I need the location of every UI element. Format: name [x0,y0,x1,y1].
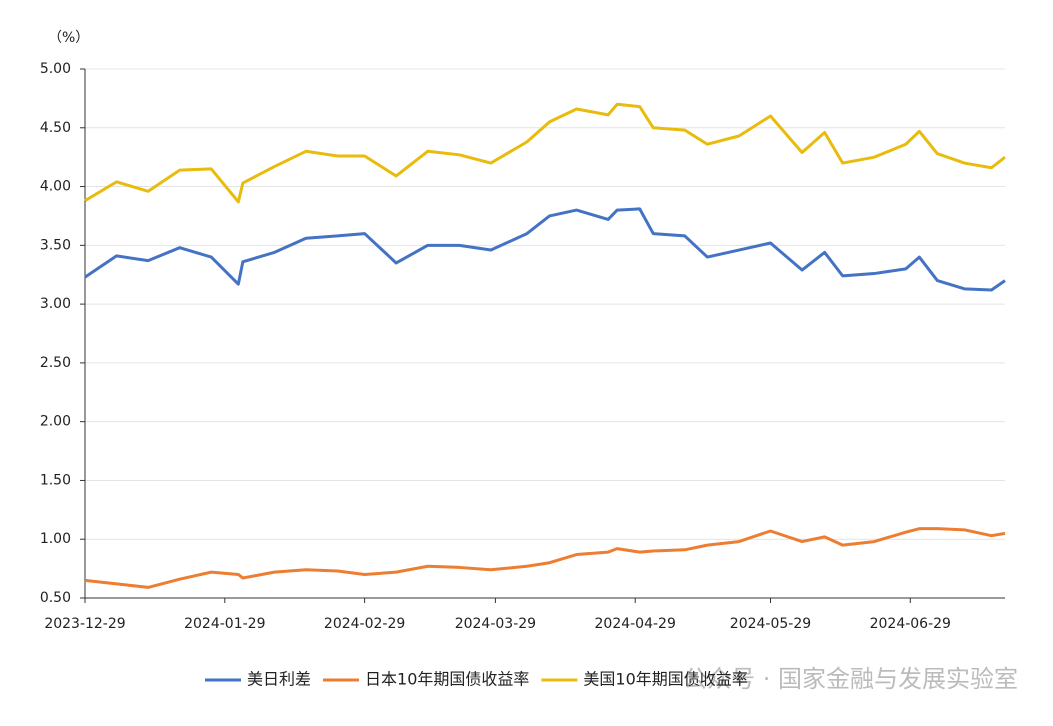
x-tick-label: 2024-01-29 [184,616,265,632]
y-tick-label: 0.50 [40,590,71,606]
x-tick-label: 2024-05-29 [730,616,811,632]
y-tick-label: 1.50 [40,472,71,488]
watermark: 公众号 · 国家金融与发展实验室 [683,665,1018,693]
legend-label: 日本10年期国债收益率 [365,670,529,689]
y-tick-label: 4.00 [40,179,71,195]
y-tick-label: 3.50 [40,237,71,253]
y-tick-label: 1.00 [40,531,71,547]
x-tick-label: 2024-06-29 [870,616,951,632]
y-tick-label: 4.50 [40,120,71,136]
x-tick-label: 2024-04-29 [595,616,676,632]
x-tick-label: 2024-02-29 [324,616,405,632]
x-tick-label: 2023-12-29 [44,616,125,632]
unit-label: （%） [48,30,89,46]
legend-label: 美日利差 [247,670,311,689]
y-tick-label: 3.00 [40,296,71,312]
y-tick-label: 2.50 [40,355,71,371]
y-tick-label: 5.00 [40,61,71,77]
series-line [84,207,1006,292]
series-line [84,102,1006,204]
series-line [84,527,1006,589]
y-tick-label: 2.00 [40,414,71,430]
legend-label: 美国10年期国债收益率 [583,670,747,689]
x-tick-label: 2024-03-29 [455,616,536,632]
